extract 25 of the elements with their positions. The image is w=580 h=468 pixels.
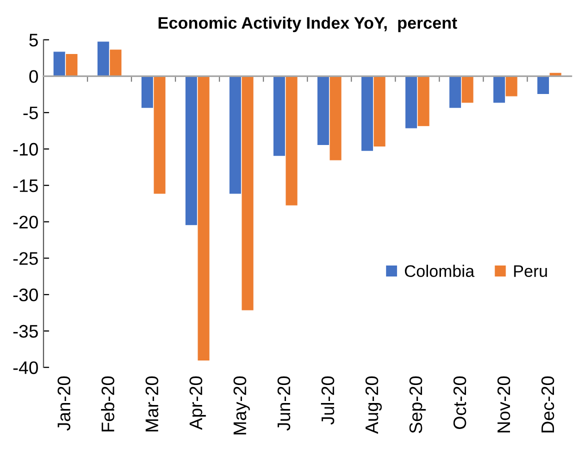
x-tick-label: Mar-20 [146,376,158,432]
y-tick-label: -5 [23,106,38,120]
x-tick-label: Sep-20 [409,376,426,434]
y-tick-label: -15 [13,180,38,192]
x-tick-label: Apr-20 [190,376,206,430]
y-tick-label: -25 [13,252,38,265]
x-tick-label: Feb-20 [101,376,114,432]
y-tick-label: -10 [13,142,38,156]
x-tick-label: May-20 [233,376,250,434]
x-tick-label: Dec-20 [541,376,554,432]
x-tick-label: Nov-20 [497,376,510,432]
x-tick-label: Oct-20 [453,376,466,430]
legend-label: Peru [514,265,547,278]
chart-title: Economic Activity Index YoY, percent [158,16,458,32]
y-tick-label: -40 [13,361,38,374]
x-tick-label: Aug-20 [365,376,382,434]
x-tick-label: Jun-20 [277,376,290,431]
legend-label: Colombia [404,264,474,278]
y-tick-label: 5 [29,34,38,46]
x-tick-label: Jul-20 [320,376,334,425]
x-tick-label: Jan-20 [58,376,70,431]
y-tick-label: -30 [13,288,38,302]
y-tick-label: -35 [13,324,38,338]
y-tick-label: 0 [29,70,38,83]
y-tick-label: -20 [13,216,38,228]
